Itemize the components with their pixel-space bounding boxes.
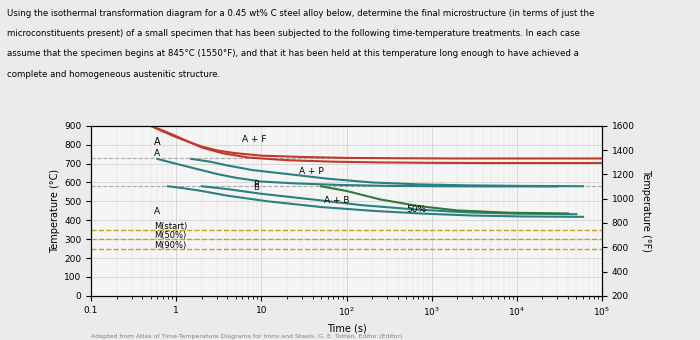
Text: B: B (253, 183, 259, 192)
Text: A: A (154, 207, 160, 216)
Text: P: P (253, 181, 258, 189)
Text: A: A (154, 137, 161, 147)
Text: A: A (154, 149, 160, 158)
Text: complete and homogeneous austenitic structure.: complete and homogeneous austenitic stru… (7, 70, 220, 79)
Text: assume that the specimen begins at 845°C (1550°F), and that it has been held at : assume that the specimen begins at 845°C… (7, 49, 579, 58)
Text: microconstituents present) of a small specimen that has been subjected to the fo: microconstituents present) of a small sp… (7, 29, 580, 38)
Text: M(50%): M(50%) (154, 232, 186, 240)
Text: M(90%): M(90%) (154, 241, 186, 250)
Text: Using the isothermal transformation diagram for a 0.45 wt% C steel alloy below, : Using the isothermal transformation diag… (7, 8, 594, 17)
Text: A + P: A + P (300, 167, 324, 176)
Text: Adapted from Atlas of Time-Temperature Diagrams for Irons and Steels, G. E. Tott: Adapted from Atlas of Time-Temperature D… (91, 334, 402, 339)
Text: A + B: A + B (324, 196, 350, 205)
Y-axis label: Temperature (°F): Temperature (°F) (641, 169, 652, 252)
Text: A + F: A + F (242, 135, 267, 144)
Text: M(start): M(start) (154, 222, 188, 231)
Y-axis label: Temperature (°C): Temperature (°C) (50, 169, 60, 253)
X-axis label: Time (s): Time (s) (327, 323, 366, 334)
Text: 50%: 50% (406, 205, 426, 214)
